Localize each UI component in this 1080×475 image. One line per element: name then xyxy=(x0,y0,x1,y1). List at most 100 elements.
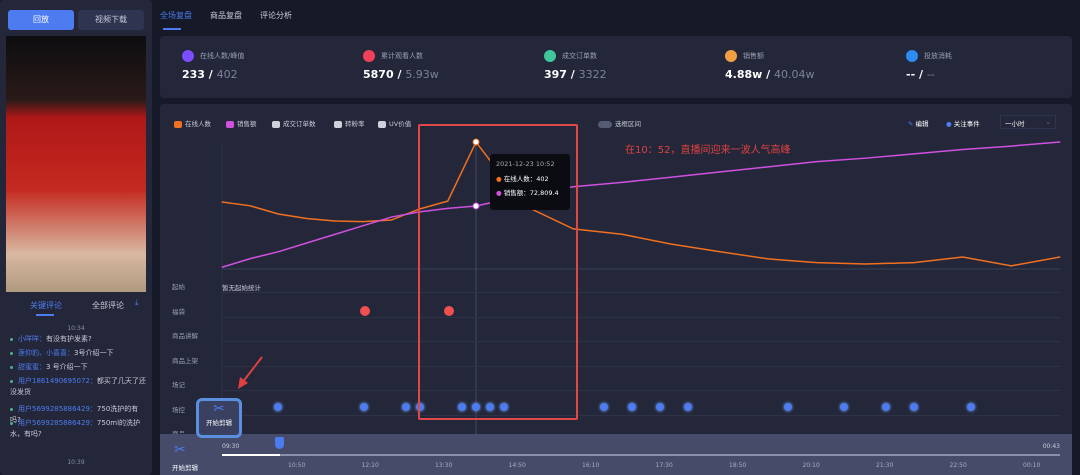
start-clip-button[interactable]: ✂ 开始剪辑 xyxy=(196,398,242,438)
range-toggle[interactable]: 选框区间 xyxy=(598,118,641,128)
event-marker[interactable] xyxy=(600,403,608,411)
highlight-box xyxy=(418,124,578,420)
stat-label: 累计观看人数 xyxy=(381,52,423,60)
comment-user[interactable]: 小咩咩： xyxy=(18,335,46,343)
legend-item[interactable]: UV价值 xyxy=(378,118,411,128)
comment-user[interactable]: 莲仰豹、小喜喜： xyxy=(18,349,74,357)
download-tab[interactable]: 视频下载 xyxy=(78,10,144,30)
timeline-end: 00:43 xyxy=(1042,443,1060,450)
stat-card: 销售额 4.88w / 40.04w xyxy=(725,50,815,81)
comment-text: 750ml的洗护水，有吗? xyxy=(10,419,141,438)
comment-user[interactable]: 用户5699285886429： xyxy=(18,405,97,413)
track-line xyxy=(222,292,1060,293)
comment-user[interactable]: 用户5699285886429： xyxy=(18,419,97,427)
legend-item[interactable]: 成交订单数 xyxy=(272,118,316,128)
bullet-icon xyxy=(10,365,13,369)
series-line-sales xyxy=(221,141,1061,268)
comment-text: 3号介绍一下 xyxy=(74,349,114,357)
annotation-text: 在10：52，直播间迎来一波人气高峰 xyxy=(625,145,791,156)
comment-item: 用户5699285886429：750ml的洗护水，有吗? xyxy=(10,418,148,440)
comment-text: 3 号介绍一下 xyxy=(46,363,88,371)
track-label: 起始 xyxy=(172,283,185,291)
track-line xyxy=(222,414,1060,416)
track-label: 商品讲解 xyxy=(172,332,198,340)
event-marker[interactable] xyxy=(967,403,975,411)
timeline-tick: 17:30 xyxy=(655,462,673,469)
key-comments-tab[interactable]: 关键评论 xyxy=(30,301,62,310)
stat-value: 5870 xyxy=(363,68,394,81)
stat-card: 成交订单数 397 / 3322 xyxy=(544,50,607,81)
timeline-tick: 16:10 xyxy=(582,462,600,469)
lucky-bag-icon[interactable] xyxy=(444,306,454,316)
data-point[interactable] xyxy=(472,202,480,210)
stat-total: 40.04w xyxy=(774,68,815,81)
replay-tab[interactable]: 回放 xyxy=(8,10,74,30)
all-comments-tab[interactable]: 全部评论 xyxy=(92,301,124,310)
comment-user[interactable]: 用户1861490695072： xyxy=(18,377,97,385)
series-line-online xyxy=(221,140,1061,267)
clip-label[interactable]: 开始剪辑 xyxy=(172,464,198,472)
event-marker[interactable] xyxy=(910,403,918,411)
video-player[interactable] xyxy=(6,36,146,292)
event-marker[interactable] xyxy=(360,403,368,411)
lucky-bag-icon[interactable] xyxy=(360,306,370,316)
event-marker[interactable] xyxy=(784,403,792,411)
scissors-icon[interactable]: ✂ xyxy=(174,442,186,458)
stat-value: 233 xyxy=(182,68,205,81)
stat-icon xyxy=(544,50,556,62)
event-marker[interactable] xyxy=(472,403,480,411)
tab-product[interactable]: 商品复盘 xyxy=(210,11,242,20)
event-marker[interactable] xyxy=(656,403,664,411)
follow-label: 关注事件 xyxy=(953,120,980,128)
legend-label: 在线人数 xyxy=(185,120,211,128)
event-marker[interactable] xyxy=(882,403,890,411)
stats-bar: 在线人数/峰值 233 / 402 累计观看人数 5870 / 5.93w 成交订单数 3… xyxy=(160,36,1072,98)
follow-events-button[interactable]: ● 关注事件 xyxy=(946,118,980,128)
scissors-icon: ✂ xyxy=(213,401,225,417)
stat-label: 投放消耗 xyxy=(924,52,952,60)
event-marker[interactable] xyxy=(684,403,692,411)
timeline-tick: 22:50 xyxy=(949,462,967,469)
track-label: 福袋 xyxy=(172,307,185,316)
download-icon[interactable]: ⤓ xyxy=(135,298,139,307)
legend-swatch xyxy=(334,120,342,128)
line-chart xyxy=(221,138,1061,434)
stat-total: 402 xyxy=(216,68,238,81)
track-line xyxy=(222,316,1060,318)
comment-item: 甜蜜蜜：3 号介绍一下 xyxy=(10,362,148,373)
event-marker[interactable] xyxy=(840,403,848,411)
event-marker[interactable] xyxy=(402,403,410,411)
legend-item[interactable]: 转粉率 xyxy=(334,118,365,128)
timeline-handle[interactable] xyxy=(275,437,284,449)
timeline-bar[interactable]: 09:30 00:43 ✂ 开始剪辑 xyxy=(160,434,1072,475)
event-marker[interactable] xyxy=(274,403,282,411)
legend-item[interactable]: 在线人数 xyxy=(174,118,211,128)
event-marker[interactable] xyxy=(628,403,636,411)
stat-card: 累计观看人数 5870 / 5.93w xyxy=(363,50,439,81)
tab-overall[interactable]: 全场复盘 xyxy=(160,11,192,20)
timeline-start: 09:30 xyxy=(222,443,240,450)
event-marker[interactable] xyxy=(458,403,466,411)
timeline-tick: 00:10 xyxy=(1023,462,1041,469)
tab-comments[interactable]: 评论分析 xyxy=(260,11,292,20)
data-point[interactable] xyxy=(472,138,480,146)
comment-user[interactable]: 甜蜜蜜： xyxy=(18,363,46,371)
stat-icon xyxy=(363,50,375,62)
stat-icon xyxy=(725,50,737,62)
event-marker[interactable] xyxy=(416,403,424,411)
clip-label: 开始剪辑 xyxy=(206,419,232,427)
timeline-tick: 21:30 xyxy=(876,462,894,469)
track-line xyxy=(222,365,1060,367)
legend-label: 转粉率 xyxy=(345,120,365,128)
stat-card: 投放消耗 -- / -- xyxy=(906,50,952,81)
stat-value: -- xyxy=(906,68,916,81)
comment-time: 10:34 xyxy=(67,325,85,332)
timeline-track[interactable] xyxy=(222,454,1060,456)
pen-icon: ✎ xyxy=(908,120,916,128)
interval-select[interactable]: 一小时 ⌄ xyxy=(1000,115,1056,129)
edit-button[interactable]: ✎ 编辑 xyxy=(908,118,929,128)
legend-item[interactable]: 销售额 xyxy=(226,118,257,128)
timeline-progress xyxy=(222,454,280,456)
event-marker[interactable] xyxy=(486,403,494,411)
event-marker[interactable] xyxy=(500,403,508,411)
